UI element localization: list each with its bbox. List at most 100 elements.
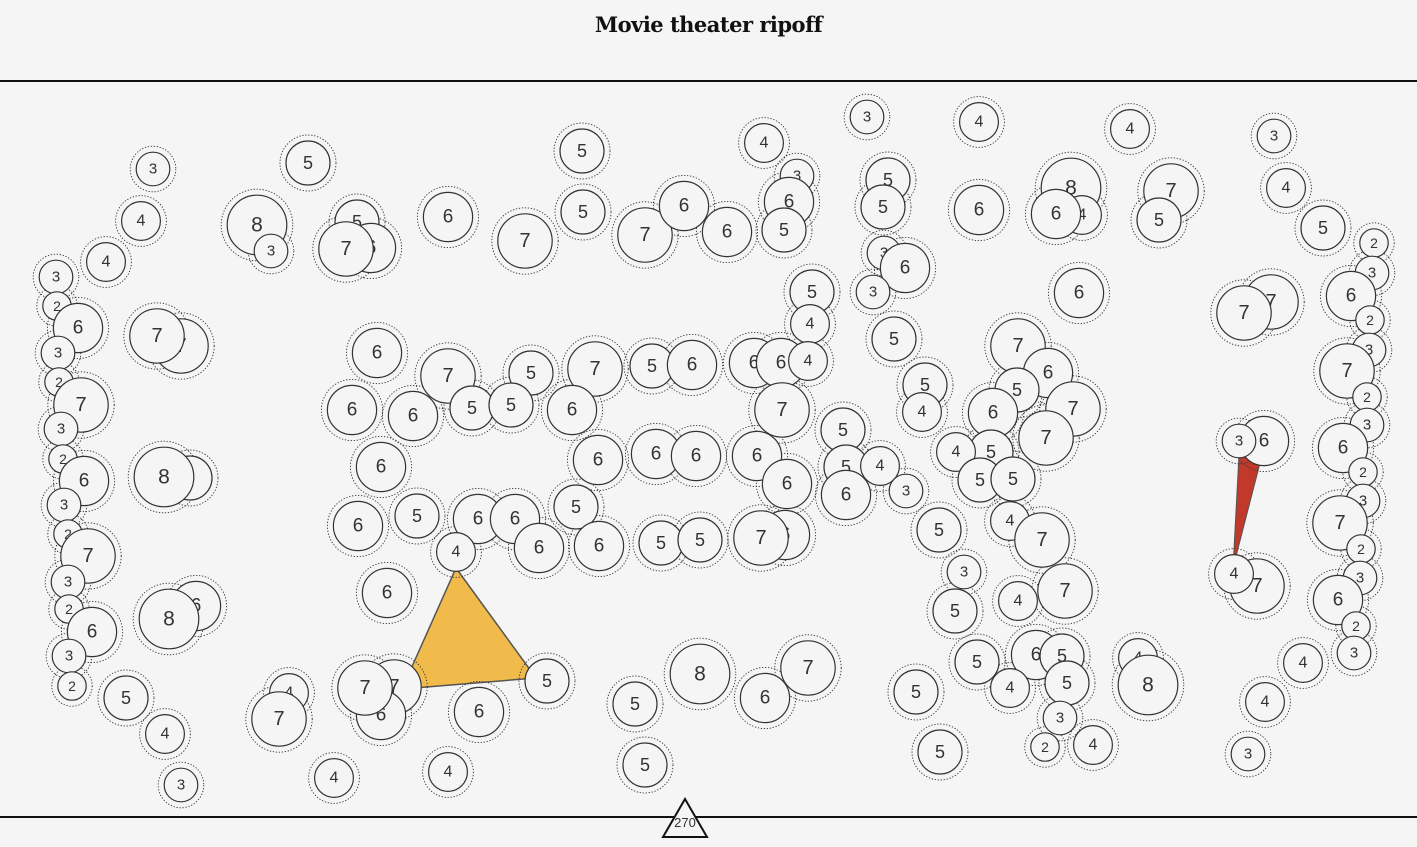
ball-circle (733, 510, 789, 566)
ball-halo (1232, 409, 1296, 473)
ball-circle (318, 221, 374, 277)
ball-hit-count: 5 (934, 520, 944, 540)
ball-halo (502, 344, 560, 402)
ball: 6 (670, 430, 722, 482)
ball-hit-count: 3 (1365, 342, 1373, 359)
ball-hit-count: 5 (506, 395, 516, 415)
ball-circle (1312, 574, 1364, 626)
ball-hit-count: 5 (950, 601, 960, 621)
ball: 4 (1265, 168, 1306, 209)
ball-hit-count: 4 (975, 114, 984, 131)
ball-hit-count: 4 (804, 353, 813, 370)
launcher-triangle-icon[interactable] (661, 797, 709, 838)
ball-circle (953, 184, 1005, 236)
ball: 8 (669, 643, 731, 705)
ball-hit-count: 3 (902, 483, 910, 500)
ball-halo (1130, 191, 1188, 249)
ball-circle (85, 242, 126, 283)
ball-halo (1319, 264, 1383, 328)
ball: 7 (129, 308, 185, 364)
ball-circle (871, 316, 917, 362)
ball: 6 (453, 686, 505, 738)
ball: 4 (314, 757, 355, 798)
balls-layer: 3443263273263273263254377586858356767557… (32, 93, 1396, 809)
ball: 6 (332, 500, 384, 552)
ball-halo (1104, 103, 1156, 155)
ball-hit-count: 4 (1126, 121, 1135, 138)
ball: 4 (145, 713, 186, 754)
ball-hit-count: 2 (1363, 389, 1371, 405)
ball-halo (882, 467, 930, 515)
ball: 4 (1213, 553, 1254, 594)
ball: 5 (553, 484, 599, 530)
ball-halo (1348, 249, 1396, 297)
ball: 3 (849, 99, 885, 135)
ball-hit-count: 2 (1041, 739, 1049, 755)
ball-halo (738, 117, 790, 169)
ball: 7 (1014, 512, 1070, 568)
ball-halo (1239, 676, 1291, 728)
ball-circle (787, 341, 828, 382)
ball-hit-count: 7 (1012, 335, 1023, 357)
ball-hit-count: 5 (1012, 380, 1022, 400)
ball: 5 (524, 658, 570, 704)
ball-halo (896, 386, 948, 438)
ball-circle (559, 128, 605, 174)
ball-halo (773, 152, 821, 200)
ball-hit-count: 6 (784, 192, 795, 213)
ball: 6 (1312, 574, 1364, 626)
ball-halo (46, 296, 110, 360)
ball-hit-count: 6 (900, 258, 911, 279)
ball: 7 (497, 213, 553, 269)
ball: 3 (1230, 736, 1266, 772)
ball-hit-count: 6 (651, 444, 662, 465)
ball-halo (349, 683, 413, 747)
ball-halo (616, 736, 674, 794)
ball-halo (611, 201, 679, 269)
ball-circle (1213, 553, 1254, 594)
launcher[interactable]: 270 (661, 797, 709, 838)
ball-hit-count: 6 (382, 583, 393, 604)
ball: 4 (1109, 108, 1150, 149)
ball-hit-count: 7 (802, 657, 813, 679)
ball: 4 (859, 446, 900, 487)
ball-circle (572, 434, 624, 486)
ball: 4 (1072, 724, 1113, 765)
ball: 2 (1359, 228, 1389, 258)
ball-halo (887, 663, 945, 721)
ball-hit-count: 6 (988, 403, 999, 424)
ball: 5 (1136, 197, 1182, 243)
ball-halo (115, 195, 167, 247)
ball: 5 (394, 493, 440, 539)
ball-halo (60, 600, 124, 664)
ball-hit-count: 4 (1006, 513, 1015, 530)
ball: 4 (1244, 681, 1285, 722)
ball-hit-count: 2 (1370, 235, 1378, 251)
ball-hit-count: 3 (1356, 570, 1364, 587)
ball: 5 (508, 350, 554, 396)
ball: 6 (351, 327, 403, 379)
ball-hit-count: 7 (1334, 512, 1345, 534)
ball-circle (497, 213, 553, 269)
ball-halo (1336, 554, 1384, 602)
ball: 3 (1221, 423, 1257, 459)
ball-circle (1282, 642, 1323, 683)
ball-halo (491, 207, 559, 275)
ball: 3 (1042, 700, 1078, 736)
ball-hit-count: 5 (571, 497, 581, 517)
ball-halo (1047, 261, 1111, 325)
ball: 4 (120, 201, 161, 242)
ball-hit-count: 7 (359, 677, 370, 699)
ball: 5 (871, 316, 917, 362)
ball: 3 (946, 554, 982, 590)
ball-circle (129, 308, 185, 364)
ball-circle (560, 189, 606, 235)
ball-halo (345, 321, 409, 385)
ball-halo (416, 185, 480, 249)
ball-hit-count: 2 (59, 451, 67, 467)
ball: 4 (85, 242, 126, 283)
ball-halo (381, 384, 445, 448)
ball: 4 (997, 580, 1038, 621)
ball-halo (139, 708, 191, 760)
